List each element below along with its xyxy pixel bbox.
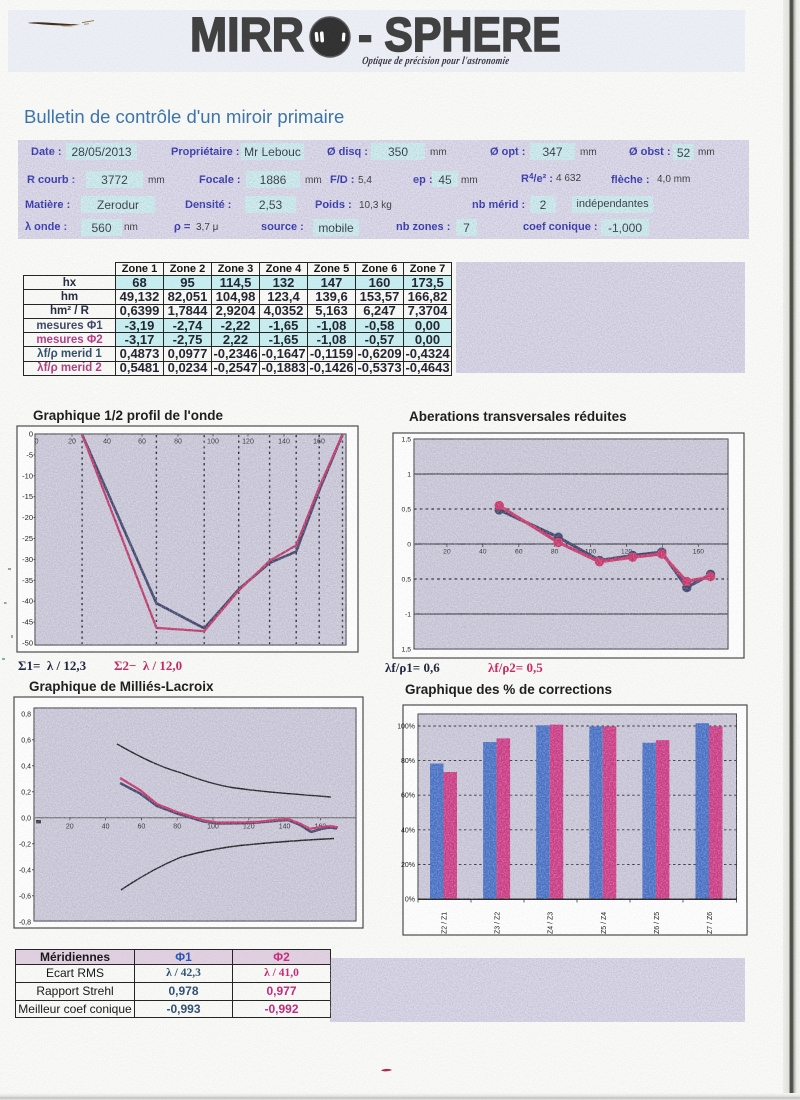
svg-text:Z3 / Z2: Z3 / Z2 [495, 912, 502, 934]
svg-text:-50: -50 [22, 639, 33, 648]
svg-text:-0,4: -0,4 [19, 867, 31, 874]
svg-text:Σ1= λ / 12,3: Σ1= λ / 12,3 [18, 658, 87, 673]
svg-text:0,5: 0,5 [402, 507, 412, 514]
svg-text:100%: 100% [398, 724, 415, 731]
svg-text:80: 80 [174, 439, 182, 446]
svg-text:20: 20 [66, 824, 74, 831]
svg-text:40: 40 [103, 439, 111, 446]
svg-text:120: 120 [242, 439, 254, 446]
svg-text:60: 60 [138, 439, 146, 446]
svg-text:Z6 / Z5: Z6 / Z5 [654, 912, 661, 934]
svg-text:Z2 / Z1: Z2 / Z1 [442, 912, 449, 934]
svg-text:0,2: 0,2 [21, 789, 31, 796]
svg-text:Aberations transversales rédui: Aberations transversales réduites [409, 409, 627, 424]
svg-text:140: 140 [278, 439, 290, 446]
svg-text:160: 160 [693, 549, 705, 556]
svg-text:-0,8: -0,8 [19, 919, 31, 926]
svg-text:Graphique des % de corrections: Graphique des % de corrections [405, 682, 612, 697]
svg-text:-45: -45 [22, 618, 33, 627]
svg-text:-1: -1 [405, 612, 411, 619]
svg-text:40%: 40% [401, 827, 415, 834]
svg-text:-30: -30 [22, 555, 33, 564]
svg-text:0,6: 0,6 [21, 737, 31, 744]
svg-text:0: 0 [35, 439, 39, 446]
svg-text:-15: -15 [22, 492, 33, 501]
svg-text:1: 1 [407, 472, 411, 479]
svg-text:0,8: 0,8 [21, 711, 31, 718]
svg-text:60: 60 [515, 549, 523, 556]
svg-text:140: 140 [279, 824, 291, 831]
svg-text:40: 40 [479, 549, 487, 556]
svg-text:1,5: 1,5 [402, 437, 412, 444]
svg-text:80: 80 [551, 549, 559, 556]
svg-text:80%: 80% [401, 758, 415, 765]
svg-text:-35: -35 [22, 576, 33, 585]
svg-text:80: 80 [173, 824, 181, 831]
svg-text:λf/ρ1= 0,6: λf/ρ1= 0,6 [385, 660, 440, 675]
svg-text:-0,2: -0,2 [19, 841, 31, 848]
svg-text:0,4: 0,4 [21, 763, 31, 770]
svg-text:Graphique de Milliés-Lacroix: Graphique de Milliés-Lacroix [29, 679, 214, 694]
svg-text:20: 20 [443, 549, 451, 556]
svg-text:20%: 20% [401, 862, 415, 869]
svg-text:Graphique 1/2 profil de l'onde: Graphique 1/2 profil de l'onde [33, 408, 223, 423]
svg-text:Z5 / Z4: Z5 / Z4 [601, 912, 608, 934]
svg-text:0: 0 [407, 542, 411, 549]
svg-text:60%: 60% [401, 793, 415, 800]
svg-text:-25: -25 [22, 534, 33, 543]
svg-text:-0,6: -0,6 [19, 893, 31, 900]
svg-text:0,0: 0,0 [21, 815, 31, 822]
svg-text:120: 120 [243, 824, 255, 831]
svg-text:Z7 / Z6: Z7 / Z6 [707, 912, 714, 934]
svg-text:40: 40 [102, 824, 110, 831]
svg-text:Σ2− λ / 12,0: Σ2− λ / 12,0 [114, 658, 182, 673]
svg-text:20: 20 [68, 439, 76, 446]
svg-text:0%: 0% [405, 897, 415, 904]
svg-text:100: 100 [207, 439, 219, 446]
svg-text:0,5: 0,5 [402, 577, 412, 584]
svg-text:λf/ρ2= 0,5: λf/ρ2= 0,5 [488, 660, 543, 675]
svg-text:60: 60 [138, 824, 146, 831]
svg-text:Z4 / Z3: Z4 / Z3 [548, 912, 555, 934]
svg-text:0: 0 [29, 430, 33, 439]
svg-text:-10: -10 [22, 471, 33, 480]
svg-text:-40: -40 [22, 597, 33, 606]
svg-text:-5: -5 [26, 450, 33, 459]
svg-text:-20: -20 [22, 513, 33, 522]
svg-text:1,5: 1,5 [402, 647, 412, 654]
